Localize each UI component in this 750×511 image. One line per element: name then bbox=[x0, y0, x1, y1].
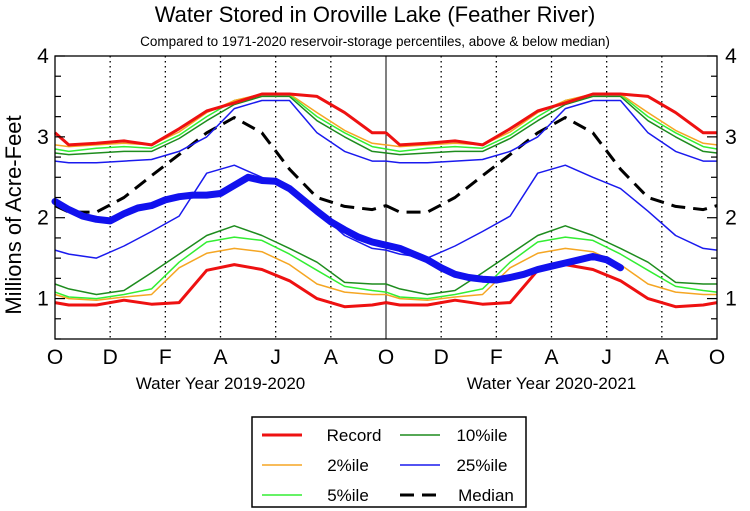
y-tick-label-left-3: 3 bbox=[37, 126, 49, 149]
y-tick-label-right-2: 2 bbox=[725, 207, 737, 230]
legend-label-5pct: 5%ile bbox=[327, 486, 369, 505]
y-tick-label-left-2: 2 bbox=[37, 207, 49, 230]
legend-box bbox=[251, 416, 527, 508]
series-p90-wy2 bbox=[385, 95, 718, 156]
series-max-wy2 bbox=[385, 92, 717, 147]
legend-label-2pct: 2%ile bbox=[327, 456, 369, 475]
series-p2-wy2 bbox=[385, 247, 717, 301]
x-tick-label-3: A bbox=[213, 346, 227, 369]
plot-area: 1 1 2 2 3 3 4 4 O D F A J A O D F A J A O bbox=[37, 45, 737, 369]
series-median-wy2 bbox=[385, 116, 718, 214]
series-record-wy2 bbox=[385, 263, 718, 309]
legend-label-10pct: 10%ile bbox=[456, 426, 507, 445]
x-tick-label-7: D bbox=[434, 346, 449, 369]
y-tick-label-right-3: 3 bbox=[725, 126, 737, 149]
x-tick-label-6: O bbox=[378, 346, 394, 369]
y-axis-label: Millions of Acre-Feet bbox=[1, 115, 26, 314]
series-median-wy1 bbox=[54, 116, 387, 214]
series-p25-wy1 bbox=[54, 164, 387, 259]
x-tick-label-9: A bbox=[544, 346, 558, 369]
x-tick-label-12: O bbox=[709, 346, 725, 369]
y-tick-label-left-1: 1 bbox=[37, 288, 49, 311]
series-max-wy1 bbox=[54, 92, 386, 147]
legend-label-median: Median bbox=[458, 486, 514, 505]
series-p75-wy2 bbox=[385, 99, 717, 164]
series-p5-wy1 bbox=[54, 236, 387, 300]
x-tick-label-4: J bbox=[270, 346, 281, 369]
x-tick-label-2: F bbox=[159, 346, 172, 369]
chart-subtitle: Compared to 1971-2020 reservoir-storage … bbox=[140, 34, 610, 49]
y-tick-label-right-1: 1 bbox=[725, 288, 737, 311]
y-tick-label-left-4: 4 bbox=[37, 45, 49, 68]
series-p10-wy1 bbox=[54, 225, 386, 296]
x-tick-label-8: F bbox=[490, 346, 503, 369]
legend-label-25pct: 25%ile bbox=[456, 456, 507, 475]
series-p75-wy1 bbox=[54, 99, 386, 164]
chart-title: Water Stored in Oroville Lake (Feather R… bbox=[155, 2, 596, 27]
x-tick-label-10: J bbox=[601, 346, 612, 369]
observed-storage-line bbox=[51, 173, 624, 284]
series-p10-wy2 bbox=[385, 225, 717, 296]
series-p2-wy1 bbox=[54, 247, 386, 301]
series-p25-wy2 bbox=[385, 164, 718, 259]
x-tick-label-5: A bbox=[324, 346, 338, 369]
water-year-label-1: Water Year 2019-2020 bbox=[136, 374, 306, 393]
x-tick-label-11: A bbox=[655, 346, 669, 369]
legend: Record 10%ile 2%ile 25%ile 5%ile Median bbox=[251, 416, 527, 508]
series-record-wy1 bbox=[54, 263, 387, 309]
y-tick-label-right-4: 4 bbox=[725, 45, 737, 68]
legend-label-record: Record bbox=[327, 426, 382, 445]
series-p90-wy1 bbox=[54, 95, 387, 156]
series-p95-wy1 bbox=[54, 94, 387, 153]
series-p5-wy2 bbox=[385, 236, 718, 300]
water-year-label-2: Water Year 2020-2021 bbox=[467, 374, 637, 393]
x-tick-label-0: O bbox=[47, 346, 63, 369]
x-tick-label-1: D bbox=[103, 346, 118, 369]
series-p95-wy2 bbox=[385, 94, 718, 153]
